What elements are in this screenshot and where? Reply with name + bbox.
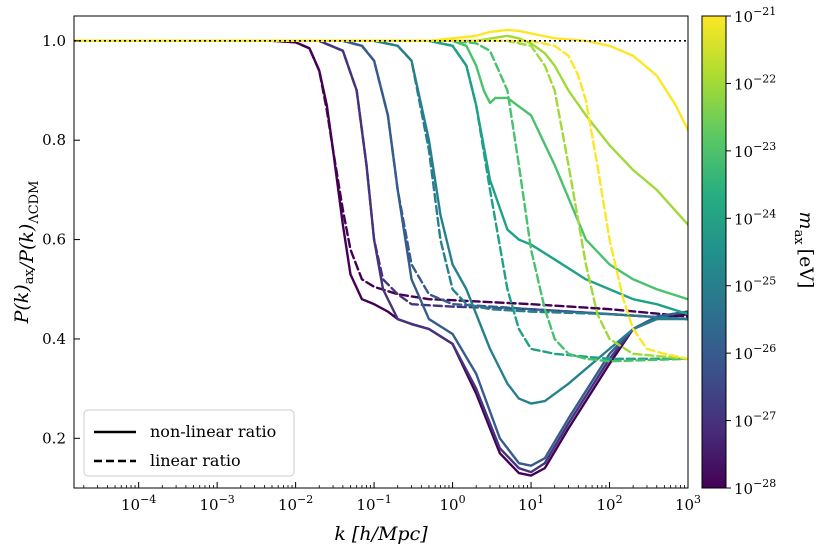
colorbar-tick-label-exp: −23	[753, 140, 776, 153]
y-axis-label: P(k)ax/P(k)ΛCDM	[11, 181, 42, 325]
x-tick-label: 100	[440, 493, 466, 514]
x-tick-label-base: 10	[440, 496, 459, 514]
x-tick-label-base: 10	[518, 496, 537, 514]
colorbar-tick-label-exp: −28	[753, 477, 776, 490]
y-tick-label: 1.0	[42, 32, 66, 50]
colorbar-tick-label: 10−27	[734, 410, 776, 431]
x-tick-label-base: 10	[121, 496, 140, 514]
y-label-slash: /	[16, 261, 38, 271]
y-tick-label: 0.8	[42, 131, 66, 149]
colorbar-label-sub: ax	[791, 230, 806, 246]
plot-frame	[73, 15, 689, 489]
colorbar-tick-label-base: 10	[734, 143, 753, 161]
x-tick-label: 10−4	[121, 493, 156, 514]
y-tick-label: 0.2	[42, 429, 66, 447]
colorbar-tick-label-base: 10	[734, 75, 753, 93]
colorbar-tick-label: 10−23	[734, 140, 776, 161]
series-line-5	[74, 39, 688, 467]
x-tick-label-base: 10	[199, 496, 218, 514]
colorbar-tick-label-exp: −22	[753, 72, 776, 85]
series-line-3	[74, 39, 688, 474]
x-tick-label-exp: −3	[219, 493, 235, 506]
x-tick-label-exp: 1	[537, 493, 544, 506]
legend-label-dashed: linear ratio	[150, 451, 241, 470]
x-axis-label: k [h/Mpc]	[334, 523, 428, 545]
colorbar-gradient	[701, 15, 727, 489]
plot-lines	[74, 28, 688, 477]
x-tick-label-base: 10	[278, 496, 297, 514]
colorbar-label: max [eV]	[791, 212, 817, 289]
colorbar-tick-label-base: 10	[734, 345, 753, 363]
series-line-12	[74, 39, 688, 361]
colorbar-tick-label-exp: −27	[753, 410, 776, 423]
x-tick-label: 10−2	[278, 493, 313, 514]
x-tick-label-exp: −1	[376, 493, 392, 506]
series-line-15	[74, 28, 688, 132]
legend: non-linear ratio linear ratio	[83, 409, 295, 477]
y-label-part: P(k)	[16, 224, 38, 264]
y-label-sub: ax	[22, 269, 37, 285]
x-tick-label-base: 10	[596, 496, 615, 514]
x-tick-label-exp: −4	[140, 493, 156, 506]
x-tick-label-base: 10	[675, 496, 694, 514]
colorbar-tick-label: 10−21	[734, 5, 776, 26]
series-line-13	[74, 34, 688, 226]
x-tick-label-exp: −2	[297, 493, 313, 506]
colorbar-tick-label: 10−28	[734, 477, 776, 498]
colorbar-tick-label-exp: −26	[753, 342, 776, 355]
colorbar-tick-label: 10−24	[734, 207, 776, 228]
y-label-part: P(k)	[11, 284, 33, 324]
y-tick-label: 0.4	[42, 330, 66, 348]
colorbar-label-symbol: m	[795, 212, 817, 230]
series-line-14	[74, 39, 688, 361]
series-line-9	[74, 39, 688, 316]
x-tick-label: 10−3	[199, 493, 234, 514]
colorbar-label-unit: [eV]	[795, 249, 817, 289]
x-tick-label: 103	[675, 493, 701, 514]
axes-ticks: 10−4 10−3 10−2 10−1 100 101 102 1030.20.40.60.8…	[42, 32, 701, 514]
series-line-11	[74, 39, 688, 301]
series-line-10	[74, 39, 688, 363]
x-tick-label: 102	[596, 493, 622, 514]
y-tick-label: 0.6	[42, 231, 66, 249]
x-tick-label-exp: 3	[694, 493, 701, 506]
colorbar-tick-label-base: 10	[734, 480, 753, 498]
colorbar-tick-label-base: 10	[734, 8, 753, 26]
series-line-7	[74, 39, 688, 405]
x-tick-label-exp: 0	[459, 493, 466, 506]
colorbar-tick-label: 10−26	[734, 342, 776, 363]
colorbar-tick-label: 10−22	[734, 72, 776, 93]
colorbar-tick-label-exp: −21	[753, 5, 776, 18]
colorbar-tick-label-exp: −25	[753, 275, 776, 288]
colorbar-tick-label-base: 10	[734, 413, 753, 431]
x-tick-label: 10−1	[356, 493, 391, 514]
y-label-sub: ΛCDM	[27, 181, 42, 225]
legend-box	[83, 409, 295, 477]
colorbar-tick-label: 10−25	[734, 275, 776, 296]
colorbar-tick-label-exp: −24	[753, 207, 776, 220]
x-tick-label: 101	[518, 493, 544, 514]
x-tick-label-base: 10	[356, 496, 375, 514]
legend-label-solid: non-linear ratio	[150, 422, 276, 441]
x-tick-label-exp: 2	[616, 493, 623, 506]
colorbar-tick-label-base: 10	[734, 210, 753, 228]
colorbar-tick-label-base: 10	[734, 278, 753, 296]
